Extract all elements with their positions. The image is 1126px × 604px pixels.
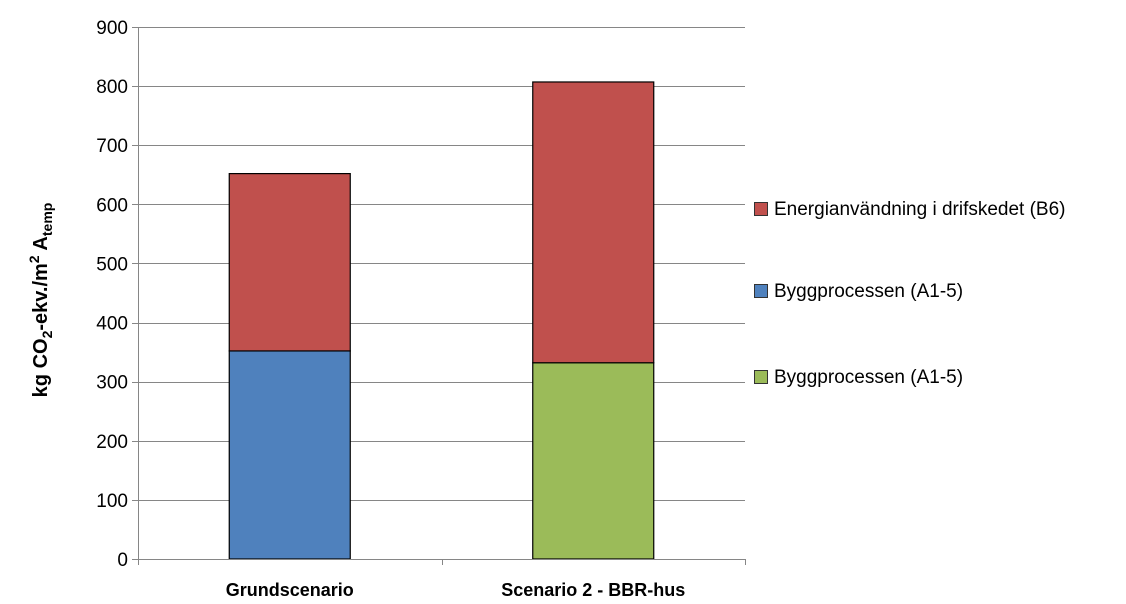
legend-item-byggprocessen-blue: Byggprocessen (A1-5): [754, 278, 1114, 305]
y-tick-label: 200: [96, 432, 128, 453]
y-tick-label: 900: [96, 18, 128, 39]
x-category-label: Scenario 2 - BBR-hus: [501, 580, 685, 600]
y-tick-label: 600: [96, 195, 128, 216]
x-category-labels: Grundscenario Scenario 2 - BBR-hus: [226, 580, 686, 600]
legend-swatch-red: [754, 202, 768, 216]
y-tick-label: 500: [96, 254, 128, 275]
legend-label: Energianvändning i drifskedet (B6): [774, 199, 1066, 220]
y-tick-label: 100: [96, 491, 128, 512]
y-tick-label: 800: [96, 77, 128, 98]
legend-label: Byggprocessen (A1-5): [774, 281, 964, 302]
bar-segment: [228, 172, 351, 352]
bar-segment: [228, 350, 351, 560]
y-tick-label: 0: [117, 550, 128, 571]
x-category-label: Grundscenario: [226, 580, 354, 600]
legend-label: Byggprocessen (A1-5): [774, 367, 964, 388]
bar-segment: [532, 362, 655, 560]
y-tick-label: 300: [96, 373, 128, 394]
y-axis-label: kg CO2-ekv./m2 Atemp: [26, 203, 55, 398]
y-tick-label: 400: [96, 314, 128, 335]
legend-swatch-blue: [754, 284, 768, 298]
legend-item-energianvandning: Energianvändning i drifskedet (B6): [754, 196, 1114, 223]
axes: [132, 27, 746, 565]
bars: [228, 81, 655, 560]
y-tick-label: 700: [96, 136, 128, 157]
bar-segment: [532, 81, 655, 364]
legend-swatch-green: [754, 370, 768, 384]
y-tick-labels: 0 100 200 300 400 500 600 700 800 900: [96, 18, 128, 571]
legend-item-byggprocessen-green: Byggprocessen (A1-5): [754, 364, 1114, 391]
